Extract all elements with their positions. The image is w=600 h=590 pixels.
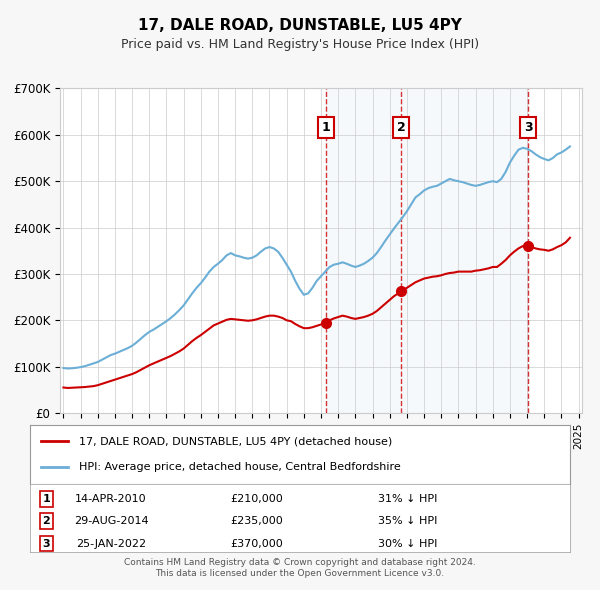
Text: This data is licensed under the Open Government Licence v3.0.: This data is licensed under the Open Gov… <box>155 569 445 578</box>
Text: 1: 1 <box>43 494 50 504</box>
Text: 3: 3 <box>43 539 50 549</box>
Text: 35% ↓ HPI: 35% ↓ HPI <box>379 516 437 526</box>
Bar <box>326 88 528 413</box>
Text: HPI: Average price, detached house, Central Bedfordshire: HPI: Average price, detached house, Cent… <box>79 463 400 472</box>
Text: Price paid vs. HM Land Registry's House Price Index (HPI): Price paid vs. HM Land Registry's House … <box>121 38 479 51</box>
Text: 17, DALE ROAD, DUNSTABLE, LU5 4PY (detached house): 17, DALE ROAD, DUNSTABLE, LU5 4PY (detac… <box>79 437 392 446</box>
Text: 2: 2 <box>397 121 406 134</box>
Text: 29-AUG-2014: 29-AUG-2014 <box>74 516 148 526</box>
Text: 30% ↓ HPI: 30% ↓ HPI <box>379 539 437 549</box>
Text: 14-APR-2010: 14-APR-2010 <box>75 494 147 504</box>
Text: 3: 3 <box>524 121 533 134</box>
Text: £370,000: £370,000 <box>230 539 283 549</box>
Text: £235,000: £235,000 <box>230 516 283 526</box>
Text: 2: 2 <box>43 516 50 526</box>
Text: Contains HM Land Registry data © Crown copyright and database right 2024.: Contains HM Land Registry data © Crown c… <box>124 558 476 566</box>
Text: £210,000: £210,000 <box>230 494 283 504</box>
Text: 25-JAN-2022: 25-JAN-2022 <box>76 539 146 549</box>
Text: 17, DALE ROAD, DUNSTABLE, LU5 4PY: 17, DALE ROAD, DUNSTABLE, LU5 4PY <box>138 18 462 32</box>
Text: 1: 1 <box>322 121 330 134</box>
Text: 31% ↓ HPI: 31% ↓ HPI <box>379 494 437 504</box>
